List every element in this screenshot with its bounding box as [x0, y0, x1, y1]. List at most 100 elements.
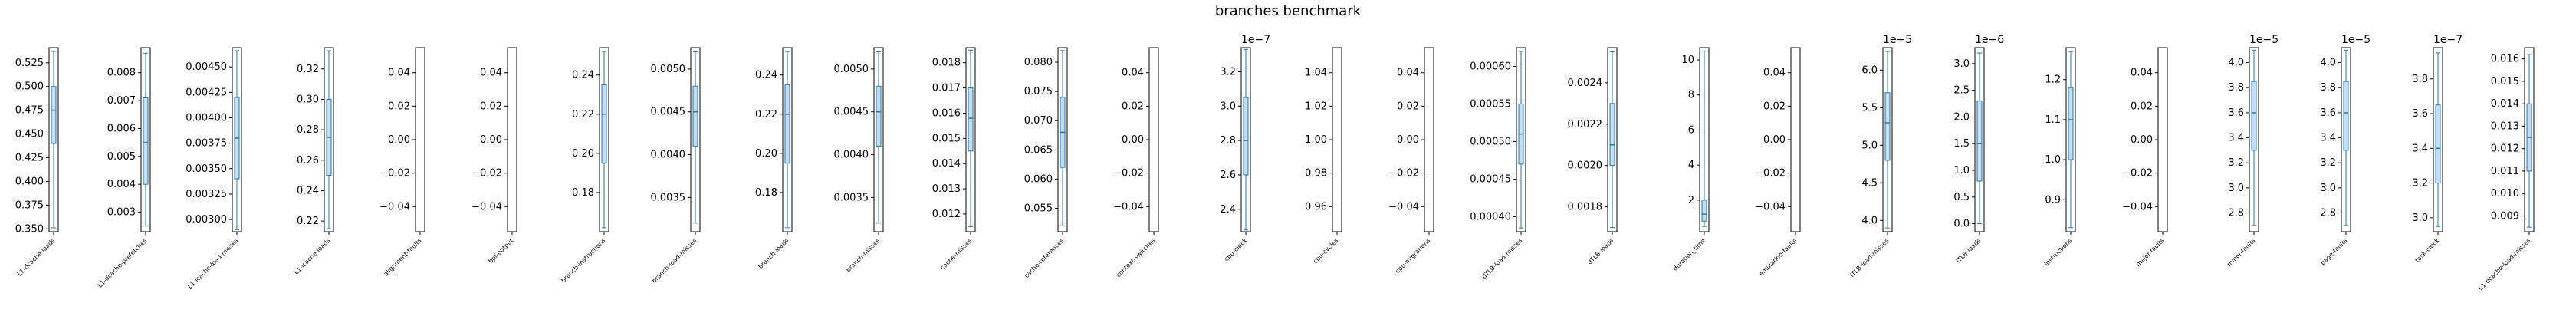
y-tick-label: 1.02 — [1305, 101, 1327, 112]
box-iqr — [692, 85, 698, 147]
y-tick-label: 6.0 — [1861, 64, 1878, 76]
y-tick-label: −0.04 — [2122, 201, 2153, 213]
y-tick-label: 0.375 — [15, 200, 44, 211]
y-tick-label: 0.28 — [297, 124, 319, 136]
y-tick-label: 1.2 — [2045, 74, 2061, 86]
y-tick-label: 0.26 — [297, 155, 319, 167]
axis-offset-label: 1e−5 — [1883, 34, 1912, 46]
x-category-label: instructions — [2043, 237, 2073, 267]
y-tick-label: 0.012 — [2491, 143, 2519, 155]
y-tick-label: 0.0035 — [834, 192, 869, 203]
y-tick-label: 0.02 — [1397, 101, 1419, 112]
y-tick-label: 0.32 — [297, 64, 319, 75]
y-tick-label: 0.070 — [1024, 115, 1053, 127]
x-category-label: bpf-output — [487, 237, 514, 265]
y-tick-label: 2.4 — [1220, 204, 1236, 216]
y-tick-label: −0.02 — [1113, 168, 1144, 180]
y-tick-label: 2.6 — [1220, 170, 1236, 181]
y-tick-label: 0.014 — [932, 158, 961, 170]
y-tick-label: 0.04 — [388, 68, 410, 79]
y-tick-label: −0.02 — [1755, 168, 1786, 180]
box-iqr — [51, 86, 57, 144]
y-tick-label: 0.0045 — [834, 107, 869, 118]
x-category-label: emulation-faults — [1758, 237, 1799, 278]
y-tick-label: 2.8 — [2228, 208, 2244, 219]
y-tick-label: 0.013 — [2491, 120, 2519, 132]
y-tick-label: 0.015 — [2491, 76, 2519, 87]
box-iqr — [1701, 200, 1707, 222]
y-tick-label: 0.00400 — [186, 112, 227, 124]
y-tick-label: 3.6 — [2228, 107, 2244, 119]
y-tick-label: 4.0 — [2228, 58, 2244, 69]
x-category-label: cpu-migrations — [1394, 237, 1431, 275]
y-tick-label: 0.9 — [2045, 194, 2061, 206]
y-tick-label: 0.00040 — [1470, 211, 1511, 223]
axes-frame — [2157, 47, 2168, 232]
y-tick-label: 3.6 — [2320, 107, 2336, 119]
y-tick-label: 3.6 — [2412, 108, 2428, 120]
axis-offset-label: 1e−7 — [1241, 34, 1270, 46]
y-tick-label: 0.0050 — [651, 64, 686, 75]
y-tick-label: 0.22 — [297, 216, 319, 227]
y-tick-label: 5.5 — [1861, 102, 1878, 114]
y-tick-label: 0.00 — [480, 134, 502, 146]
y-tick-label: 3.8 — [2412, 74, 2428, 85]
axes-frame — [507, 47, 518, 232]
y-tick-label: 0.425 — [15, 153, 44, 164]
y-tick-label: 0.22 — [572, 109, 594, 120]
x-category-label: iTLB-load-misses — [1848, 237, 1890, 279]
y-tick-label: 0.18 — [755, 187, 777, 199]
x-category-label: major-faults — [2134, 237, 2165, 268]
y-tick-label: 0.016 — [2491, 54, 2519, 65]
y-tick-label: 0.24 — [572, 70, 594, 81]
y-tick-label: 0.00300 — [186, 214, 227, 226]
y-tick-label: 6 — [1688, 124, 1694, 136]
chart-title: branches benchmark — [1214, 3, 1362, 19]
y-tick-label: 0.016 — [932, 107, 961, 119]
x-category-label: alignment-faults — [383, 237, 423, 278]
x-category-label: L1-dcache-prefetches — [97, 237, 149, 289]
y-tick-label: 3.2 — [2320, 157, 2336, 169]
y-tick-label: 0.0050 — [834, 64, 869, 75]
y-tick-label: 5.0 — [1861, 140, 1878, 151]
y-tick-label: 0.018 — [932, 58, 961, 69]
y-tick-label: 0.055 — [1024, 203, 1053, 215]
y-tick-label: 0.013 — [932, 183, 961, 195]
y-tick-label: 0.00055 — [1470, 98, 1511, 110]
y-tick-label: 0.015 — [932, 133, 961, 144]
y-tick-label: 0.011 — [2491, 166, 2519, 177]
y-tick-label: 0.22 — [755, 109, 777, 120]
y-tick-label: 4.5 — [1861, 177, 1878, 189]
x-category-label: page-faults — [2319, 237, 2348, 266]
y-tick-label: 3.4 — [2412, 143, 2428, 154]
axis-offset-label: 1e−6 — [1975, 34, 2004, 46]
y-tick-label: 0.0020 — [1568, 160, 1603, 172]
y-tick-label: 0.006 — [107, 123, 136, 134]
y-tick-label: 4.0 — [2320, 58, 2336, 69]
y-tick-label: 0.005 — [107, 151, 136, 163]
y-tick-label: −0.04 — [1388, 201, 1419, 213]
y-tick-label: 3.0 — [2412, 213, 2428, 224]
y-tick-label: 0.02 — [480, 101, 502, 112]
y-tick-label: −0.04 — [380, 201, 410, 213]
x-category-label: branch-loads — [757, 237, 790, 270]
x-category-label: cache-references — [1023, 237, 1065, 279]
y-tick-label: 0.0024 — [1568, 78, 1603, 89]
y-tick-label: 0.00 — [2131, 134, 2153, 146]
y-tick-label: 2.0 — [1953, 111, 1970, 123]
y-tick-label: 0.04 — [480, 68, 502, 79]
y-tick-label: 0.0035 — [651, 192, 686, 203]
y-tick-label: 0.30 — [297, 94, 319, 105]
y-tick-label: 0.04 — [1122, 68, 1144, 79]
y-tick-label: 2 — [1688, 195, 1694, 206]
y-tick-label: 0.0018 — [1568, 202, 1603, 213]
x-category-label: task-clock — [2414, 237, 2441, 264]
y-tick-label: 0.0040 — [834, 150, 869, 161]
y-tick-label: 0.400 — [15, 176, 44, 187]
y-tick-label: 0.00 — [1763, 134, 1786, 146]
y-tick-label: 0.18 — [572, 187, 594, 199]
y-tick-label: 0.065 — [1024, 144, 1053, 156]
box-iqr — [968, 87, 974, 152]
